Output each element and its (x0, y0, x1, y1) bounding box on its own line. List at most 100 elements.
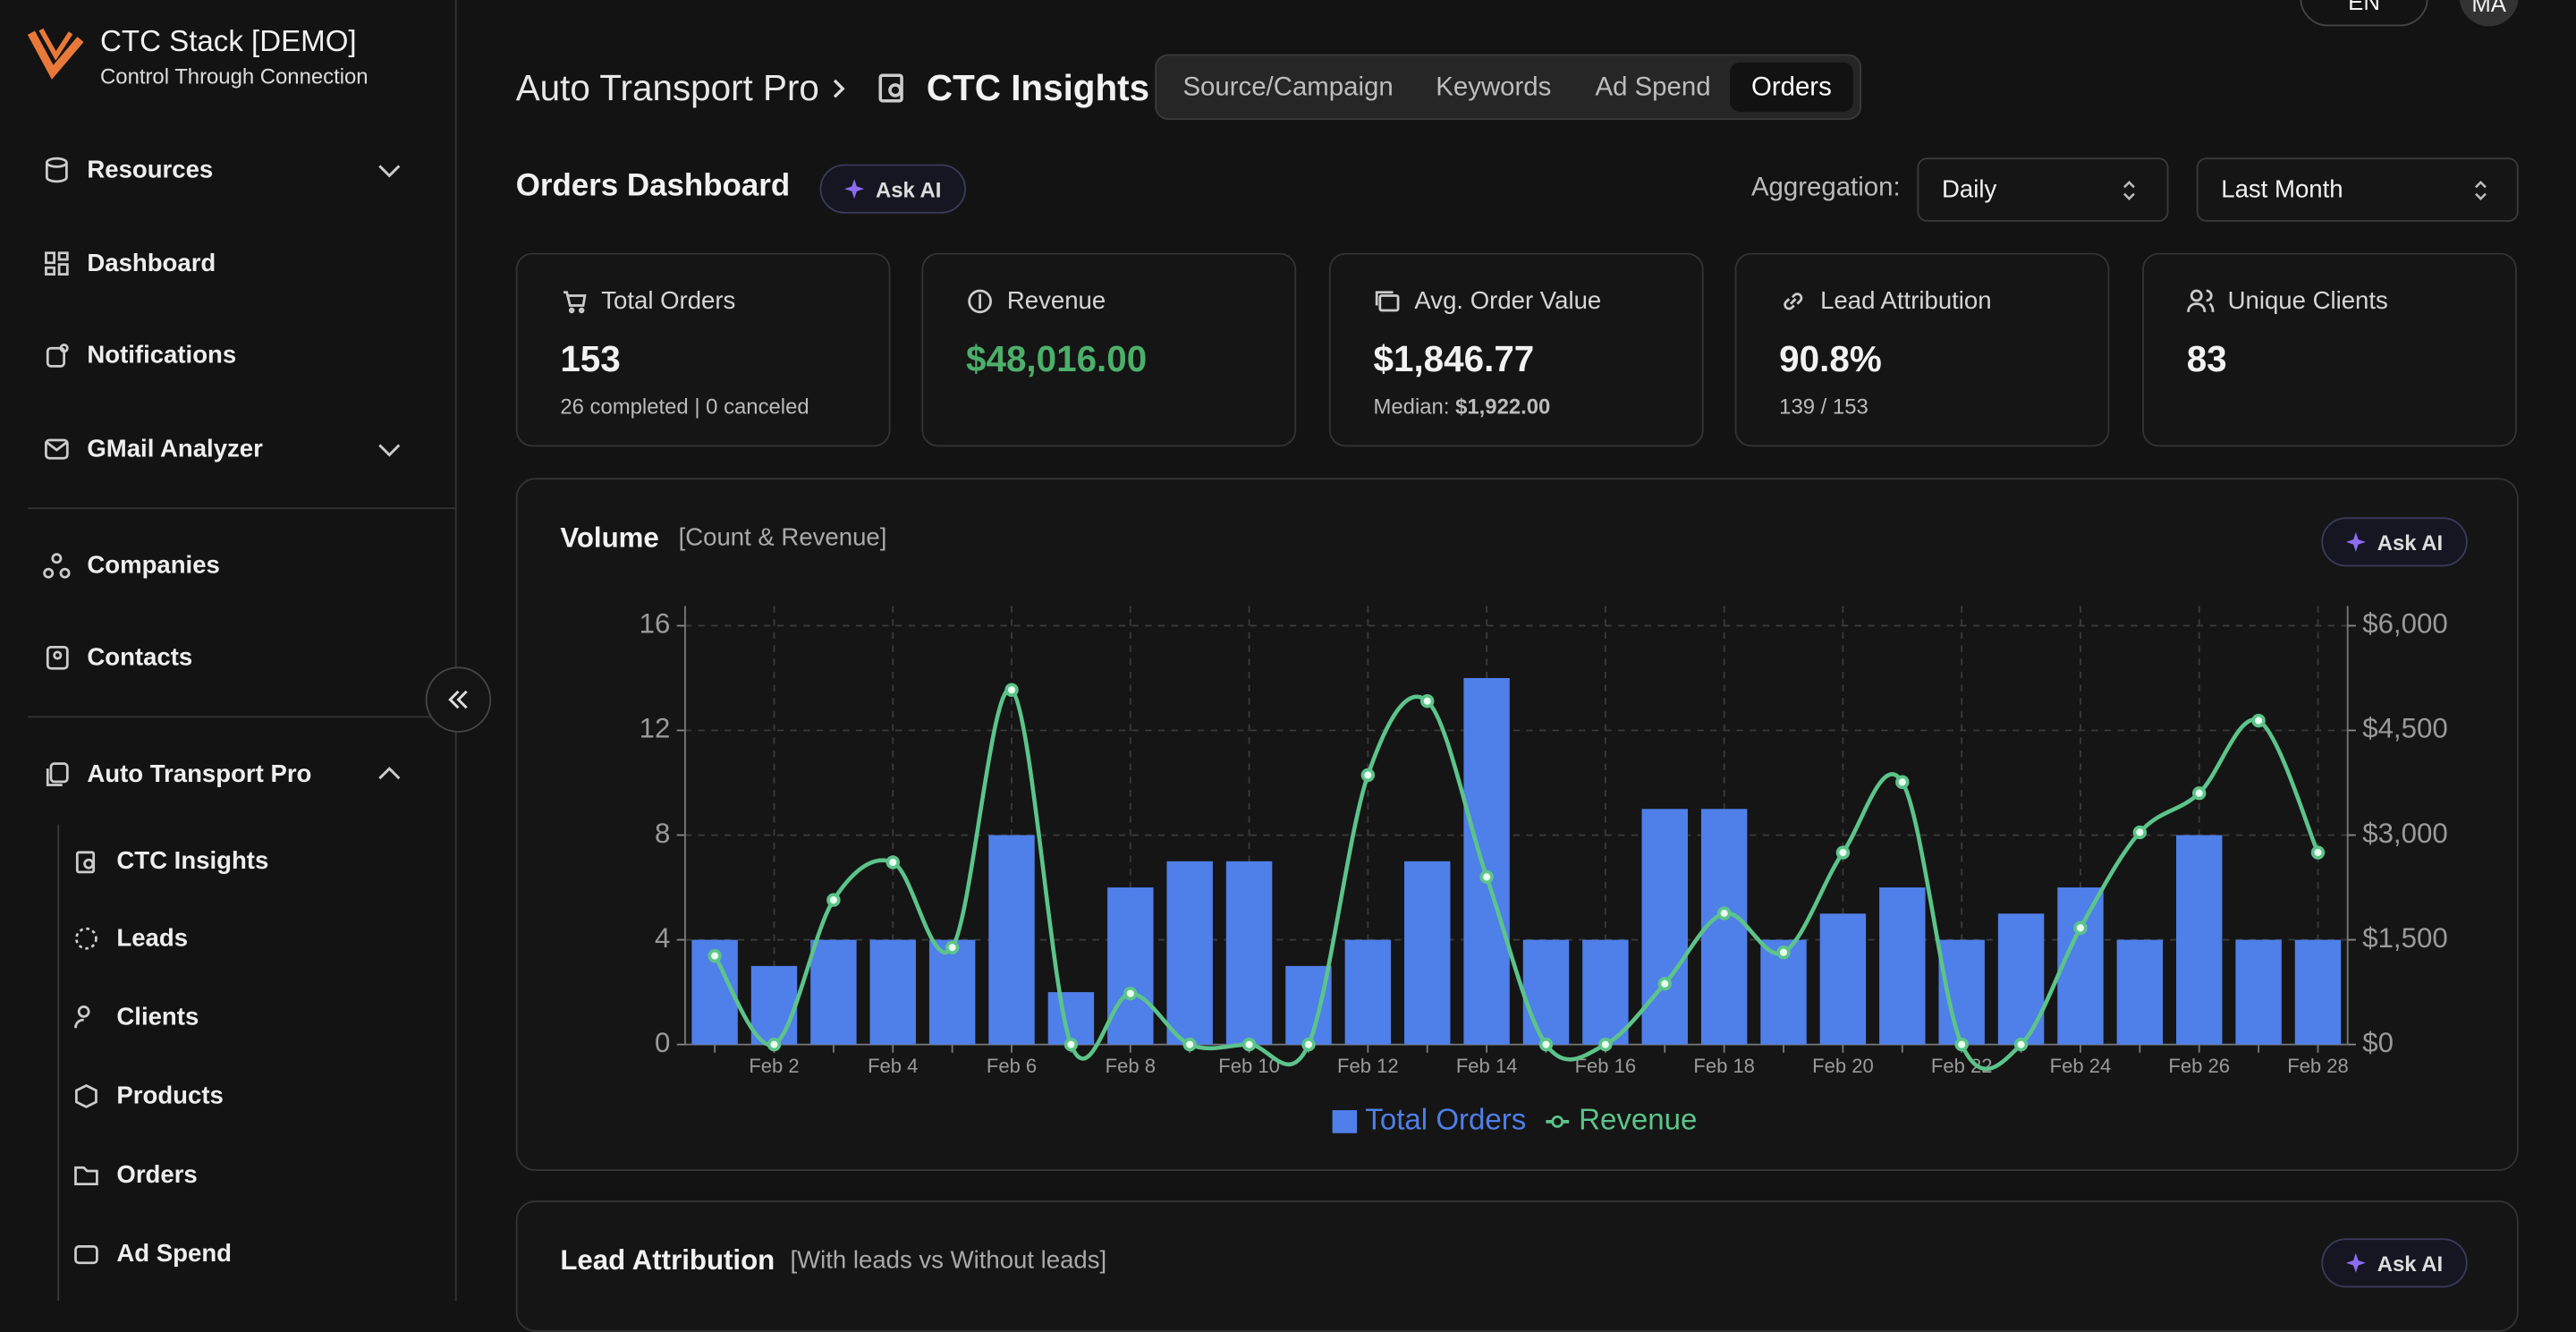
y2-tick-label: $3,000 (2362, 818, 2447, 849)
point (2016, 1039, 2027, 1050)
nav-subitem[interactable]: Products (72, 1079, 224, 1112)
y-tick-label: 4 (655, 922, 670, 954)
x-tick-label: Feb 2 (749, 1055, 799, 1077)
section-title: Lead Attribution (560, 1245, 775, 1278)
point (1956, 1039, 1967, 1050)
bar (870, 940, 916, 1045)
x-tick-label: Feb 24 (2050, 1055, 2112, 1077)
sidebar: CTC Stack [DEMO] Control Through Connect… (0, 0, 457, 1301)
stat-label-text: Total Orders (601, 287, 735, 315)
nav-subitem[interactable]: Clients (72, 1000, 199, 1033)
nav-item[interactable]: Contacts (43, 641, 192, 674)
nav-item[interactable]: Resources (43, 153, 214, 186)
nav-subitem[interactable]: CTC Insights (72, 844, 268, 878)
bar (1404, 861, 1450, 1045)
bar (1642, 809, 1688, 1044)
section-icon (874, 69, 910, 105)
y2-tick-label: $1,500 (2362, 922, 2447, 954)
bar (1345, 940, 1391, 1045)
point (1481, 871, 1492, 882)
avatar[interactable]: MA (2460, 0, 2519, 26)
tab[interactable]: Ad Spend (1595, 74, 1710, 104)
stat-label: Total Orders (560, 287, 735, 315)
point (2253, 716, 2264, 726)
stat-card: Total Orders 153 26 completed | 0 cancel… (516, 253, 891, 447)
nav-item[interactable]: GMail Analyzer (43, 432, 263, 465)
stat-note: 26 completed | 0 canceled (560, 395, 809, 420)
dashboard-title: Orders Dashboard (516, 169, 790, 205)
stat-value: 90.8% (1779, 338, 1882, 381)
divider (28, 716, 455, 717)
ask-ai-button[interactable]: Ask AI (2321, 1238, 2467, 1287)
brand-tagline: Control Through Connection (100, 64, 369, 89)
language-button[interactable]: EN (2300, 0, 2428, 26)
point (1362, 770, 1373, 781)
subnav-line (57, 825, 59, 1301)
tab[interactable]: Keywords (1436, 74, 1551, 104)
bar (2295, 940, 2341, 1045)
y2-tick-label: $6,000 (2362, 608, 2447, 640)
breadcrumb-project[interactable]: Auto Transport Pro (516, 67, 819, 110)
x-tick-label: Feb 18 (1693, 1055, 1755, 1077)
divider (28, 507, 455, 509)
bar (929, 940, 975, 1045)
language: EN (2348, 0, 2380, 15)
select-value: Daily (1942, 175, 1996, 203)
nav-subitem[interactable]: Leads (72, 921, 188, 954)
nav-item[interactable]: Dashboard (43, 246, 216, 279)
point (769, 1039, 780, 1050)
point (2313, 847, 2324, 858)
nav-label: Orders (116, 1160, 197, 1188)
stat-label: Avg. Order Value (1374, 287, 1602, 315)
stat-label-text: Lead Attribution (1820, 287, 1991, 315)
point (1006, 684, 1017, 695)
chevron[interactable] (377, 760, 402, 786)
point (828, 895, 839, 905)
brand-name: CTC Stack [DEMO] (100, 25, 357, 60)
nav-subitem[interactable]: Orders (72, 1158, 198, 1191)
x-tick-label: Feb 8 (1106, 1055, 1156, 1077)
ask-ai-label: Ask AI (2377, 1251, 2443, 1276)
point (1778, 947, 1789, 958)
tab-active[interactable]: Orders (1751, 74, 1832, 104)
chevron[interactable] (377, 157, 402, 183)
y-tick-label: 0 (655, 1027, 670, 1058)
nav-subitem[interactable]: Ad Spend (72, 1236, 232, 1269)
nav-item[interactable]: Companies (43, 548, 220, 581)
y-tick-label: 16 (640, 608, 671, 640)
point (1303, 1039, 1314, 1050)
nav-label: Auto Transport Pro (87, 759, 311, 787)
stat-label-text: Avg. Order Value (1414, 287, 1601, 315)
page: CTC Stack [DEMO] Control Through Connect… (0, 0, 2576, 1301)
stat-card: Avg. Order Value $1,846.77 Median: $1,92… (1329, 253, 1704, 447)
x-tick-label: Feb 26 (2168, 1055, 2230, 1077)
bar (1107, 887, 1153, 1045)
bar (2235, 940, 2281, 1045)
bar (810, 940, 856, 1045)
x-tick-label: Feb 14 (1456, 1055, 1518, 1077)
nav-label: Resources (87, 155, 213, 182)
stat-note: Median: $1,922.00 (1374, 395, 1551, 420)
point (709, 951, 720, 962)
chart: 0481216$0$1,500$3,000$4,500$6,000Feb 2Fe… (518, 479, 2517, 1169)
collapse-button[interactable] (426, 666, 491, 732)
point (2075, 922, 2086, 933)
chevron[interactable] (377, 437, 402, 462)
nav-label: Leads (116, 924, 188, 952)
tab[interactable]: Source/Campaign (1182, 74, 1393, 104)
nav-label: Notifications (87, 341, 236, 369)
nav-item[interactable]: Auto Transport Pro (43, 757, 312, 790)
ask-ai-button[interactable]: Ask AI (820, 165, 966, 214)
y2-tick-label: $0 (2362, 1027, 2394, 1058)
bar (988, 836, 1034, 1045)
select-arrows (2119, 177, 2139, 203)
legend-label: Revenue (1579, 1104, 1697, 1137)
bar (1048, 992, 1094, 1045)
breadcrumb-section: CTC Insights (927, 67, 1149, 110)
stat-label: Revenue (966, 287, 1106, 315)
select-value: Last Month (2221, 175, 2343, 203)
nav-item[interactable]: Notifications (43, 338, 236, 371)
x-tick-label: Feb 20 (1812, 1055, 1874, 1077)
point (1897, 776, 1908, 787)
legend-swatch (1333, 1110, 1358, 1133)
